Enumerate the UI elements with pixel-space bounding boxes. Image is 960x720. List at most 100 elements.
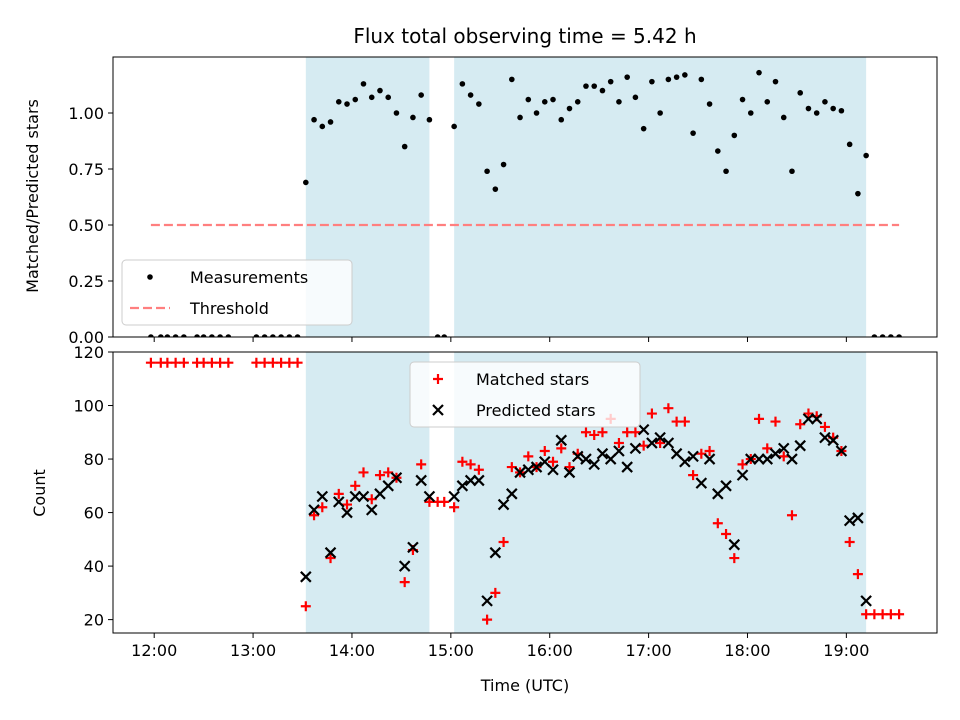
matched-stars-point-76 — [795, 419, 806, 430]
predicted-stars-point-37 — [621, 461, 633, 473]
predicted-stars-point-65 — [852, 512, 864, 524]
bottom-y-axis-label: Count — [30, 469, 49, 517]
matched-stars-point-48 — [564, 462, 575, 473]
measurements-point-88 — [896, 334, 902, 337]
measurements-point-79 — [822, 99, 828, 105]
measurements-point-43 — [525, 96, 532, 103]
measurements-point-29 — [410, 114, 416, 121]
predicted-stars-point-45 — [687, 450, 699, 463]
measurements-point-39 — [492, 186, 499, 192]
matched-stars-point-24 — [366, 494, 377, 505]
measurements-point-62 — [682, 72, 688, 78]
matched-stars-point-73 — [770, 416, 781, 427]
measurements-point-78 — [813, 110, 820, 116]
x-tick-label-6: 18:00 — [724, 641, 770, 660]
predicted-stars-point-28 — [547, 463, 559, 476]
measurements-point-82 — [846, 141, 853, 148]
matched-stars-point-16 — [300, 601, 311, 612]
measurements-point-85 — [871, 334, 878, 337]
measurements-point-70 — [747, 110, 754, 116]
measurements-point-21 — [344, 101, 350, 107]
matched-stars-point-74 — [778, 451, 789, 462]
predicted-stars-point-64 — [843, 514, 856, 527]
predicted-stars-point-20 — [481, 595, 493, 607]
matched-stars-point-9 — [223, 357, 234, 368]
measurements-point-65 — [706, 101, 713, 107]
matched-stars-point-56 — [630, 427, 641, 438]
measurements-point-87 — [888, 334, 894, 337]
measurements-point-64 — [698, 76, 705, 83]
measurements-point-80 — [830, 105, 836, 112]
measurements-point-2 — [164, 334, 171, 337]
measurements-point-54 — [616, 99, 622, 105]
bottom-y-tick-label-4: 100 — [73, 397, 104, 416]
predicted-stars-point-14 — [415, 474, 427, 487]
measurements-point-26 — [385, 94, 392, 101]
measurements-point-58 — [649, 78, 655, 85]
predicted-stars-point-39 — [637, 423, 650, 436]
matched-stars-point-47 — [556, 443, 567, 454]
measurements-point-6 — [200, 334, 207, 337]
matched-stars-point-39 — [490, 587, 501, 598]
matched-stars-point-35 — [457, 456, 468, 467]
predicted-stars-point-18 — [464, 474, 477, 487]
predicted-stars-point-44 — [679, 455, 691, 468]
predicted-stars-point-26 — [530, 461, 543, 473]
predicted-stars-point-56 — [777, 442, 790, 455]
matched-stars-point-77 — [803, 408, 814, 419]
predicted-stars-point-23 — [506, 488, 518, 500]
measurements-point-57 — [640, 125, 647, 132]
predicted-stars-point-57 — [786, 453, 798, 465]
matched-stars-point-18 — [317, 502, 328, 513]
predicted-stars-point-63 — [835, 445, 848, 457]
measurements-point-32 — [434, 334, 441, 337]
matched-stars-point-4 — [178, 357, 189, 368]
predicted-stars-point-61 — [819, 431, 831, 444]
matched-stars-point-45 — [539, 446, 550, 457]
measurements-point-23 — [360, 81, 367, 87]
measurements-point-31 — [426, 116, 433, 123]
predicted-stars-point-16 — [448, 490, 460, 503]
matched-stars-point-54 — [613, 437, 624, 448]
matched-stars-point-51 — [589, 429, 600, 440]
measurements-point-40 — [500, 161, 507, 168]
top-marks — [148, 69, 902, 337]
matched-stars-point-50 — [580, 427, 591, 438]
bottom-y-tick-label-2: 60 — [84, 504, 104, 523]
measurements-point-19 — [327, 119, 334, 125]
bottom-y-tick-label-1: 40 — [84, 557, 104, 576]
matched-stars-point-26 — [383, 467, 394, 478]
measurements-point-17 — [311, 116, 317, 123]
x-tick-label-5: 17:00 — [626, 641, 672, 660]
measurements-point-12 — [270, 334, 276, 337]
predicted-stars-point-47 — [703, 453, 716, 465]
top-legend-box — [121, 259, 353, 326]
top-y-tick-label-3: 0.75 — [68, 160, 104, 179]
measurements-point-73 — [772, 78, 779, 85]
measurements-point-47 — [558, 116, 565, 123]
matched-stars-point-37 — [473, 464, 484, 475]
matched-stars-point-62 — [679, 416, 690, 427]
measurements-point-7 — [209, 334, 215, 337]
predicted-stars-point-15 — [423, 490, 436, 503]
measurements-point-63 — [690, 130, 696, 136]
x-tick-label-3: 15:00 — [428, 641, 474, 660]
measurements-point-8 — [217, 334, 223, 337]
predicted-stars-point-58 — [794, 439, 806, 452]
measurements-point-59 — [657, 110, 663, 116]
top-y-axis-label: Matched/Predicted stars — [23, 99, 42, 293]
predicted-stars-point-36 — [613, 445, 625, 457]
measurements-point-61 — [673, 74, 680, 80]
measurements-point-81 — [838, 107, 845, 114]
matched-stars-point-34 — [449, 502, 460, 513]
predicted-stars-point-25 — [522, 463, 535, 476]
bottom-legend-label-0: Matched stars — [476, 370, 589, 389]
predicted-stars-point-32 — [580, 453, 592, 465]
matched-stars-point-25 — [374, 470, 385, 481]
matched-stars-point-15 — [292, 357, 303, 368]
predicted-stars-point-11 — [390, 472, 403, 484]
measurements-point-83 — [855, 190, 861, 197]
measurements-point-67 — [723, 168, 729, 175]
matched-stars-point-21 — [342, 499, 353, 510]
